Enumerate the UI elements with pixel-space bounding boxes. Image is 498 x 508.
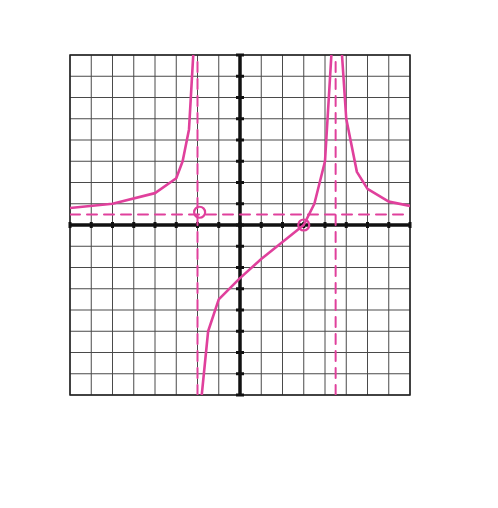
grid-line-y: [70, 225, 410, 226]
x-tick: [69, 222, 72, 228]
grid-line-x: [133, 55, 134, 395]
y-tick: [236, 181, 244, 184]
y-tick: [236, 330, 244, 333]
grid-line-y: [70, 246, 410, 247]
x-tick: [281, 222, 284, 228]
data-layer: [70, 55, 410, 395]
y-tick: [236, 394, 244, 397]
grid-line-y: [70, 352, 410, 353]
curve: [70, 55, 193, 208]
grid-line-x: [261, 55, 262, 395]
point: [194, 207, 205, 218]
y-tick: [236, 224, 244, 227]
grid-line-y: [70, 373, 410, 374]
y-tick: [236, 96, 244, 99]
grid-line-x: [91, 55, 92, 395]
y-tick: [236, 139, 244, 142]
y-tick: [236, 266, 244, 269]
grid-line-y: [70, 118, 410, 119]
y-tick: [236, 351, 244, 354]
x-tick: [409, 222, 412, 228]
y-tick: [236, 54, 244, 57]
grid-line-x: [197, 55, 198, 395]
grid-line-x: [155, 55, 156, 395]
y-tick: [236, 117, 244, 120]
grid-line-y: [70, 310, 410, 311]
x-tick: [111, 222, 114, 228]
x-tick: [217, 222, 220, 228]
x-tick: [366, 222, 369, 228]
grid-line-y: [70, 331, 410, 332]
y-tick: [236, 287, 244, 290]
y-tick: [236, 309, 244, 312]
curve: [202, 55, 332, 395]
axes: [70, 55, 410, 395]
grid: [70, 55, 410, 395]
y-tick: [236, 202, 244, 205]
x-tick: [387, 222, 390, 228]
grid-line-y: [70, 267, 410, 268]
point: [298, 220, 309, 231]
x-tick: [154, 222, 157, 228]
y-tick: [236, 372, 244, 375]
x-tick: [132, 222, 135, 228]
grid-line-x: [218, 55, 219, 395]
grid-line-x: [325, 55, 326, 395]
grid-line-x: [282, 55, 283, 395]
grid-line-x: [388, 55, 389, 395]
grid-line-y: [70, 288, 410, 289]
grid-line-y: [70, 76, 410, 77]
plot-frame: [70, 55, 410, 395]
x-tick: [260, 222, 263, 228]
x-tick: [175, 222, 178, 228]
y-tick: [236, 245, 244, 248]
asymptote: [70, 213, 410, 215]
x-tick: [345, 222, 348, 228]
grid-line-x: [367, 55, 368, 395]
grid-line-y: [70, 140, 410, 141]
grid-line-y: [70, 203, 410, 204]
grid-line-y: [70, 97, 410, 98]
y-tick: [236, 75, 244, 78]
x-axis: [70, 223, 410, 227]
y-tick: [236, 160, 244, 163]
grid-line-x: [112, 55, 113, 395]
grid-line-y: [70, 161, 410, 162]
x-tick: [90, 222, 93, 228]
asymptote: [335, 55, 337, 395]
grid-line-y: [70, 182, 410, 183]
curve: [342, 55, 410, 206]
asymptote: [197, 55, 199, 395]
chart: [0, 0, 498, 508]
x-tick: [324, 222, 327, 228]
grid-line-x: [176, 55, 177, 395]
